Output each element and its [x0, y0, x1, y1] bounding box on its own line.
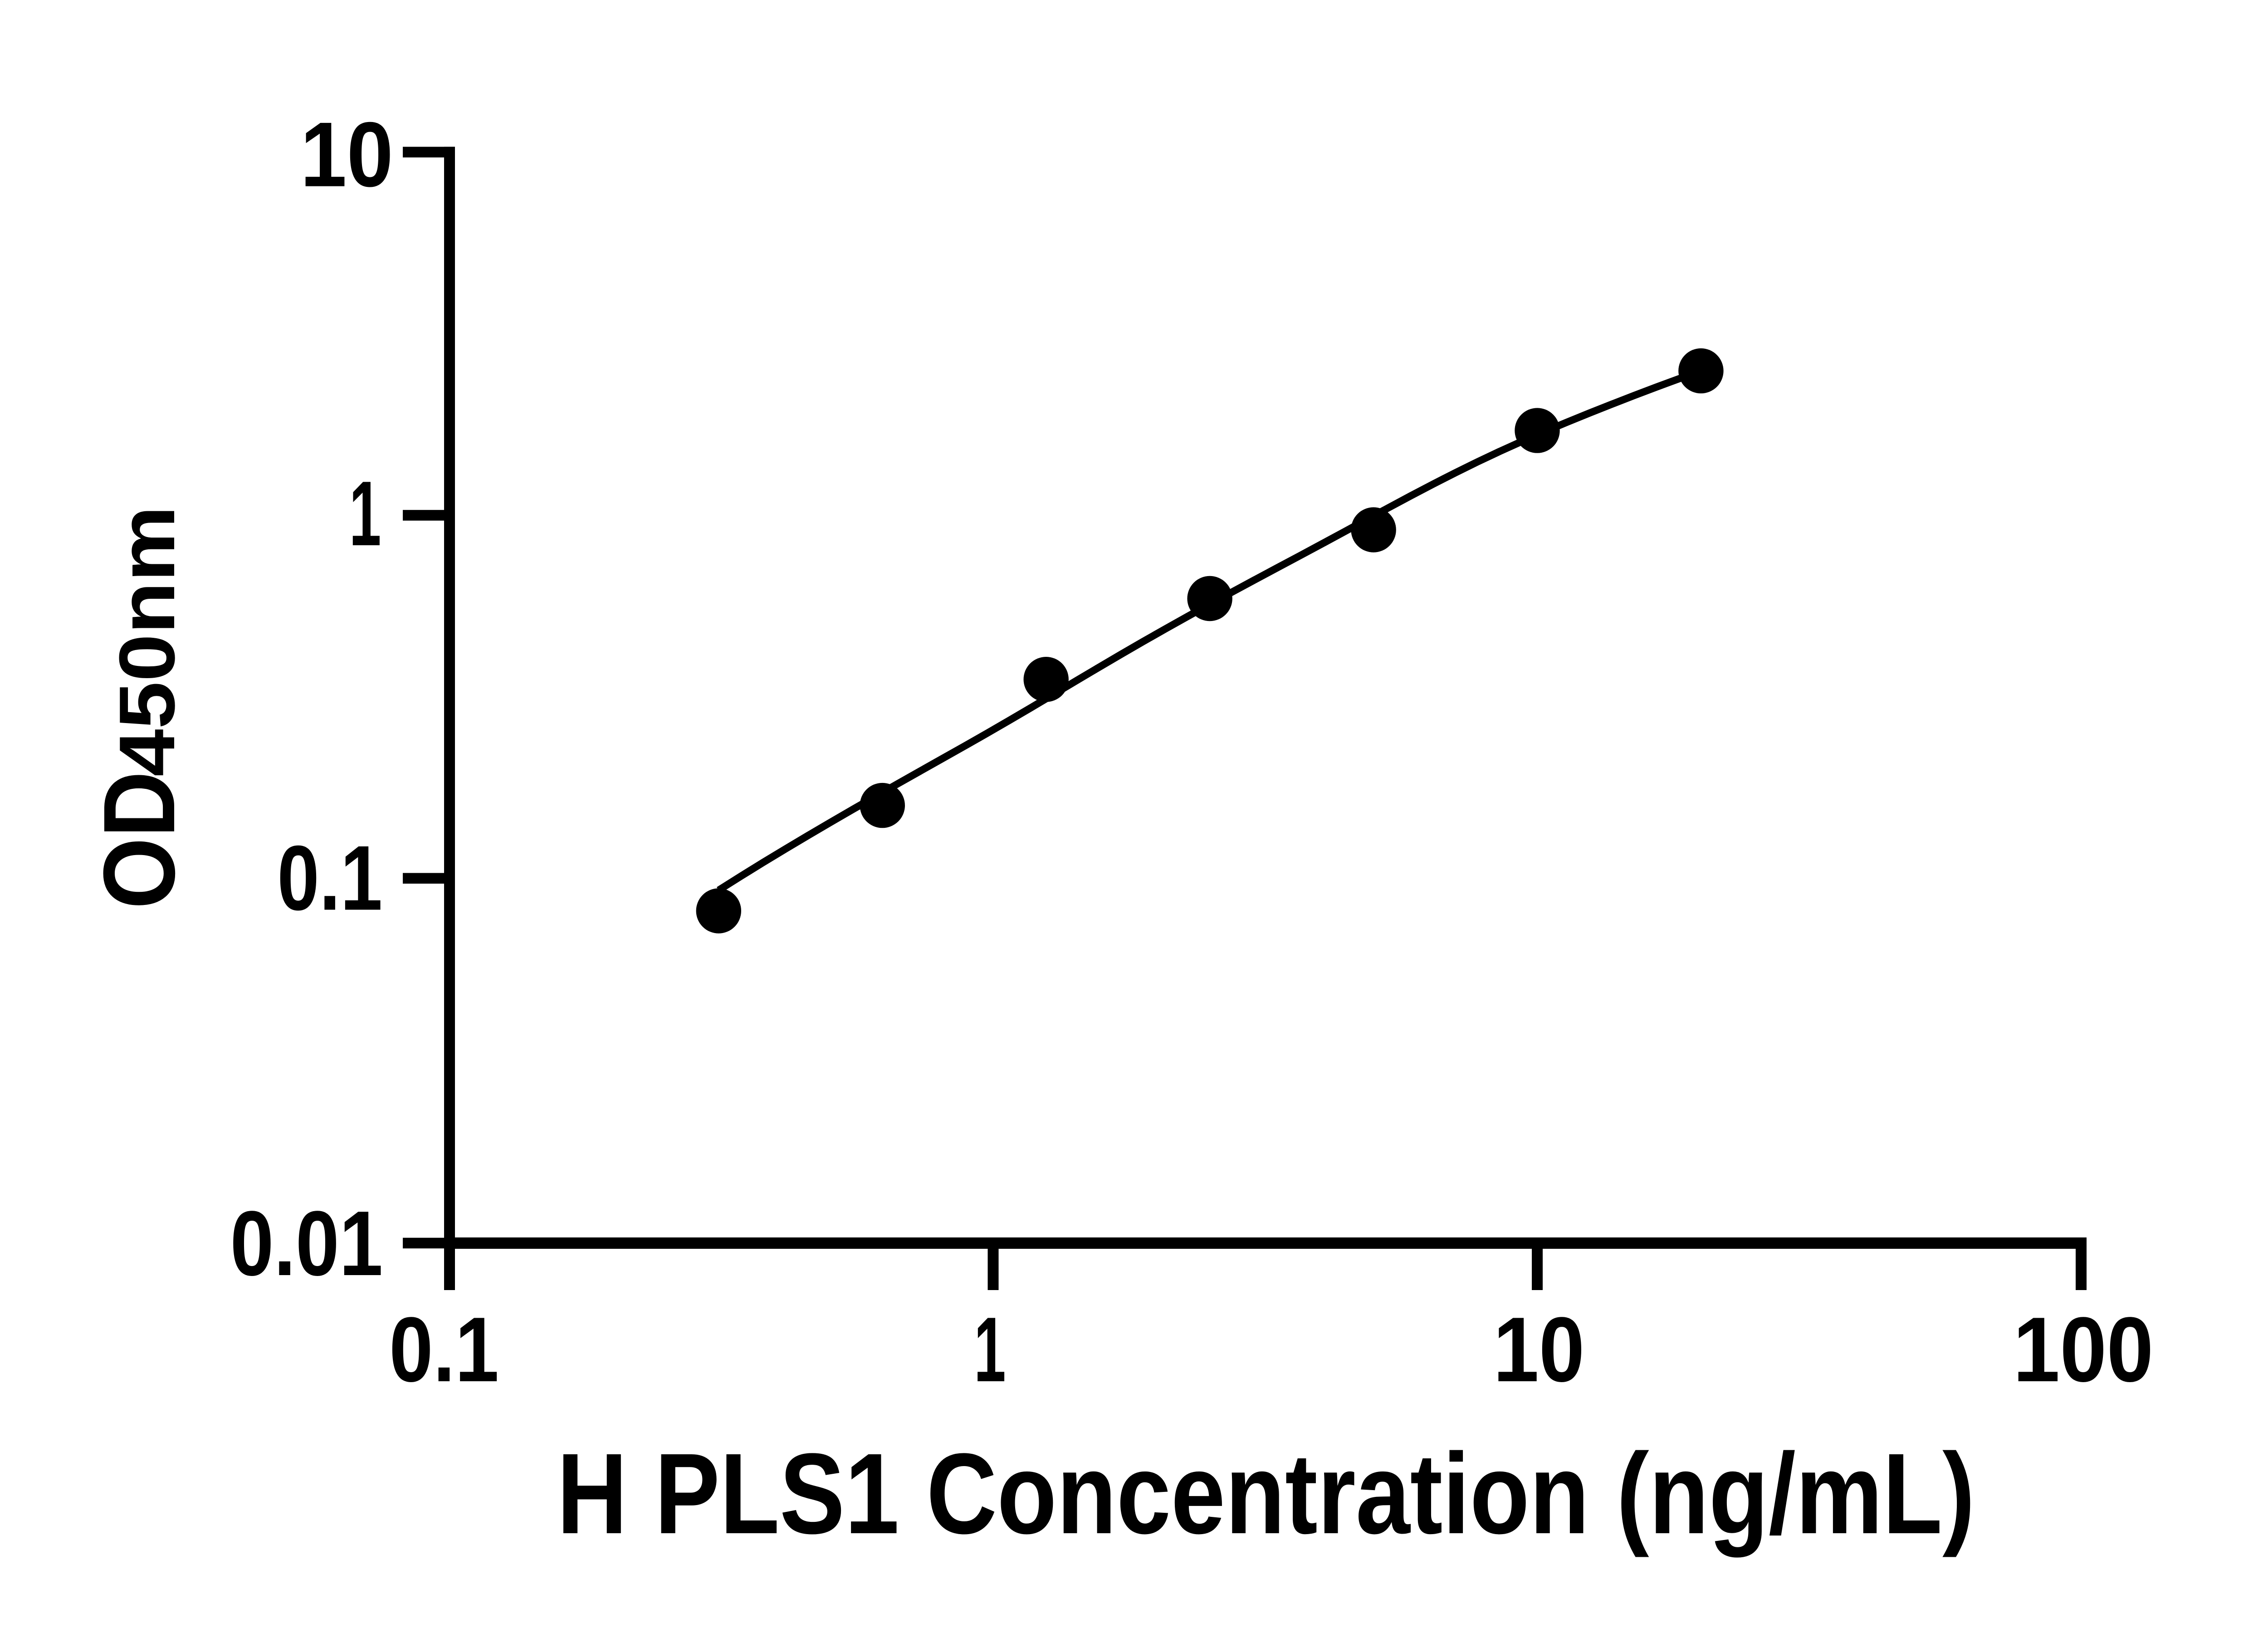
svg-text:0.1: 0.1 [277, 827, 382, 930]
svg-text:1: 1 [974, 1298, 1006, 1401]
svg-text:0.01: 0.01 [230, 1192, 383, 1295]
svg-text:0.1: 0.1 [389, 1298, 499, 1401]
svg-text:10: 10 [1493, 1298, 1584, 1401]
svg-text:100: 100 [2013, 1298, 2154, 1401]
svg-text:10: 10 [300, 103, 393, 206]
svg-text:H PLS1 Concentration (ng/mL): H PLS1 Concentration (ng/mL) [557, 1429, 1975, 1558]
svg-text:OD: OD [83, 771, 196, 909]
svg-text:450nm: 450nm [103, 506, 191, 777]
svg-text:1: 1 [349, 462, 381, 565]
